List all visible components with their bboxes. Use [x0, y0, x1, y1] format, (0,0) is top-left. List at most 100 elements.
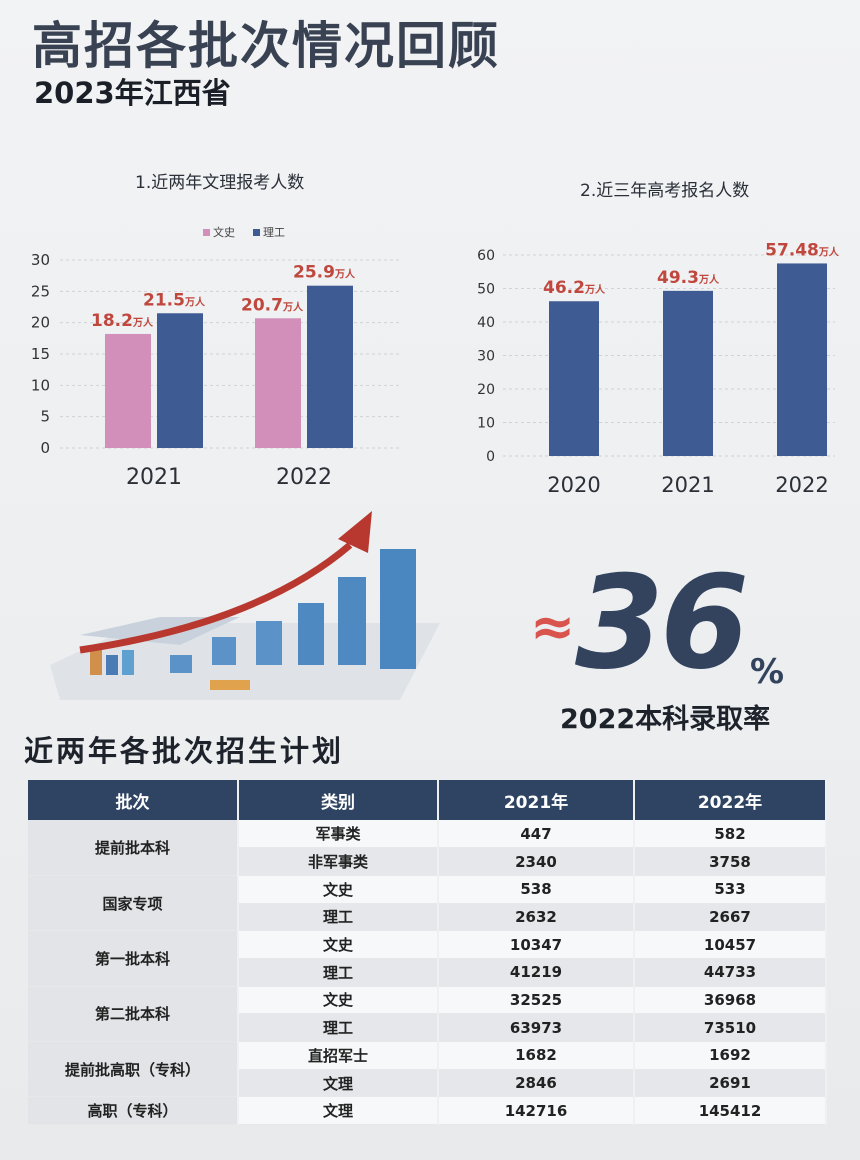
category-cell: 军事类	[238, 820, 439, 849]
value-2021-cell: 1682	[438, 1041, 635, 1070]
batch-cell: 提前批本科	[28, 820, 239, 876]
rate-percent: %	[750, 652, 785, 692]
arrow-head-icon	[338, 511, 372, 553]
category-cell: 理工	[238, 1013, 439, 1042]
value-2022-cell: 10457	[634, 930, 827, 959]
bar	[157, 313, 203, 448]
y-tick-label: 20	[31, 314, 50, 332]
illustration-bar	[90, 645, 102, 675]
batch-cell: 提前批高职（专科）	[28, 1041, 239, 1098]
data-label: 21.5万人	[143, 290, 206, 310]
chart2-svg: 0 10 20 30 40 50 60 46.2万人 2020 49.3万人 2021 57.48万人…	[477, 240, 840, 497]
arrow-icon	[79, 542, 353, 654]
category-cell: 直招军士	[238, 1041, 439, 1070]
chart2-title: 2.近三年高考报名人数	[580, 181, 750, 201]
x-tick-label: 2021	[126, 465, 182, 490]
plan-body: 提前批本科 军事类 447 582 非军事类 2340 3758 国家专项 文史 538 533 理工…	[28, 820, 827, 1126]
category-cell: 非军事类	[238, 847, 439, 876]
value-2021-cell: 41219	[438, 958, 635, 987]
bar	[663, 290, 713, 456]
table-row: 理工 2632 2667	[28, 903, 827, 932]
category-cell: 文史	[238, 930, 439, 959]
table-row: 提前批本科 军事类 447 582	[28, 820, 827, 876]
value-2021-cell: 63973	[438, 1013, 635, 1042]
value-2021-cell: 2632	[438, 903, 635, 932]
table-row: 文理 2846 2691	[28, 1069, 827, 1098]
y-tick-label: 20	[477, 382, 495, 398]
y-tick-label: 5	[40, 408, 50, 426]
page-subtitle: 2023年江西省	[34, 76, 231, 110]
legend-swatch	[203, 229, 210, 236]
legend-label: 理工	[263, 226, 285, 239]
value-2021-cell: 538	[438, 875, 635, 904]
table-row: 高职（专科） 文理 142716 145412	[28, 1096, 827, 1126]
illustration-bar	[380, 549, 416, 669]
value-2021-cell: 10347	[438, 930, 635, 959]
x-tick-label: 2022	[276, 465, 332, 490]
legend-swatch	[253, 229, 260, 236]
x-tick-label: 2020	[547, 473, 600, 497]
batch-cell: 高职（专科）	[28, 1096, 239, 1126]
table-row: 非军事类 2340 3758	[28, 847, 827, 876]
data-label: 18.2万人	[91, 311, 154, 331]
value-2021-cell: 2340	[438, 847, 635, 876]
table-row: 理工 63973 73510	[28, 1013, 827, 1042]
data-label: 57.48万人	[765, 240, 840, 260]
category-cell: 文史	[238, 986, 439, 1015]
batch-cell: 第二批本科	[28, 986, 239, 1043]
illustration-bar	[298, 603, 324, 665]
y-tick-label: 30	[31, 251, 50, 269]
batch-cell: 国家专项	[28, 875, 239, 932]
value-2021-cell: 447	[438, 820, 635, 849]
category-cell: 文理	[238, 1096, 439, 1126]
category-cell: 理工	[238, 903, 439, 932]
y-tick-label: 0	[40, 439, 50, 457]
bar	[307, 285, 353, 448]
illustration-bar	[106, 655, 118, 675]
table-row: 理工 41219 44733	[28, 958, 827, 987]
y-tick-label: 40	[477, 315, 495, 331]
rate-label: 2022本科录取率	[560, 704, 771, 735]
bar	[255, 318, 301, 448]
y-tick-label: 15	[31, 345, 50, 363]
table-row: 第二批本科 文史 32525 36968	[28, 986, 827, 1043]
plan-header-2021: 2021年	[438, 780, 635, 820]
plan-header-row: 批次 类别 2021年 2022年	[28, 780, 827, 820]
value-2022-cell: 3758	[634, 847, 827, 876]
legend-label: 文史	[213, 225, 235, 239]
value-2022-cell: 36968	[634, 986, 827, 1015]
category-cell: 理工	[238, 958, 439, 987]
category-cell: 文理	[238, 1069, 439, 1098]
y-tick-label: 50	[477, 282, 495, 298]
plan-title: 近两年各批次招生计划	[24, 734, 345, 768]
illustration-bar	[212, 637, 236, 665]
bar	[549, 301, 599, 456]
illustration-bar	[210, 680, 250, 690]
approx-symbol: ≈	[530, 595, 576, 658]
data-label: 46.2万人	[543, 278, 606, 298]
y-tick-label: 10	[477, 416, 495, 432]
table-row: 提前批高职（专科） 直招军士 1682 1692	[28, 1041, 827, 1098]
illustration-bar	[256, 621, 282, 665]
plan-table: 批次 类别 2021年 2022年 提前批本科 军事类 447 582 非军事类 2340…	[28, 780, 827, 1126]
table-row: 第一批本科 文史 10347 10457	[28, 930, 827, 987]
data-label: 25.9万人	[293, 263, 356, 283]
x-tick-label: 2022	[775, 473, 828, 497]
bar	[777, 263, 827, 456]
data-label: 49.3万人	[657, 268, 720, 288]
chart1-title: 1.近两年文理报考人数	[135, 173, 305, 193]
value-2022-cell: 73510	[634, 1013, 827, 1042]
illustration-bar	[170, 655, 192, 673]
plan-header-category: 类别	[238, 780, 439, 820]
value-2022-cell: 2667	[634, 903, 827, 932]
bar	[105, 333, 151, 448]
table-row: 国家专项 文史 538 533	[28, 875, 827, 932]
y-tick-label: 10	[31, 376, 50, 394]
value-2022-cell: 145412	[634, 1096, 827, 1126]
value-2021-cell: 32525	[438, 986, 635, 1015]
value-2021-cell: 142716	[438, 1096, 635, 1126]
illustration-bar	[122, 650, 134, 675]
page-title: 高招各批次情况回顾	[32, 17, 500, 75]
plan-header-batch: 批次	[28, 780, 239, 820]
